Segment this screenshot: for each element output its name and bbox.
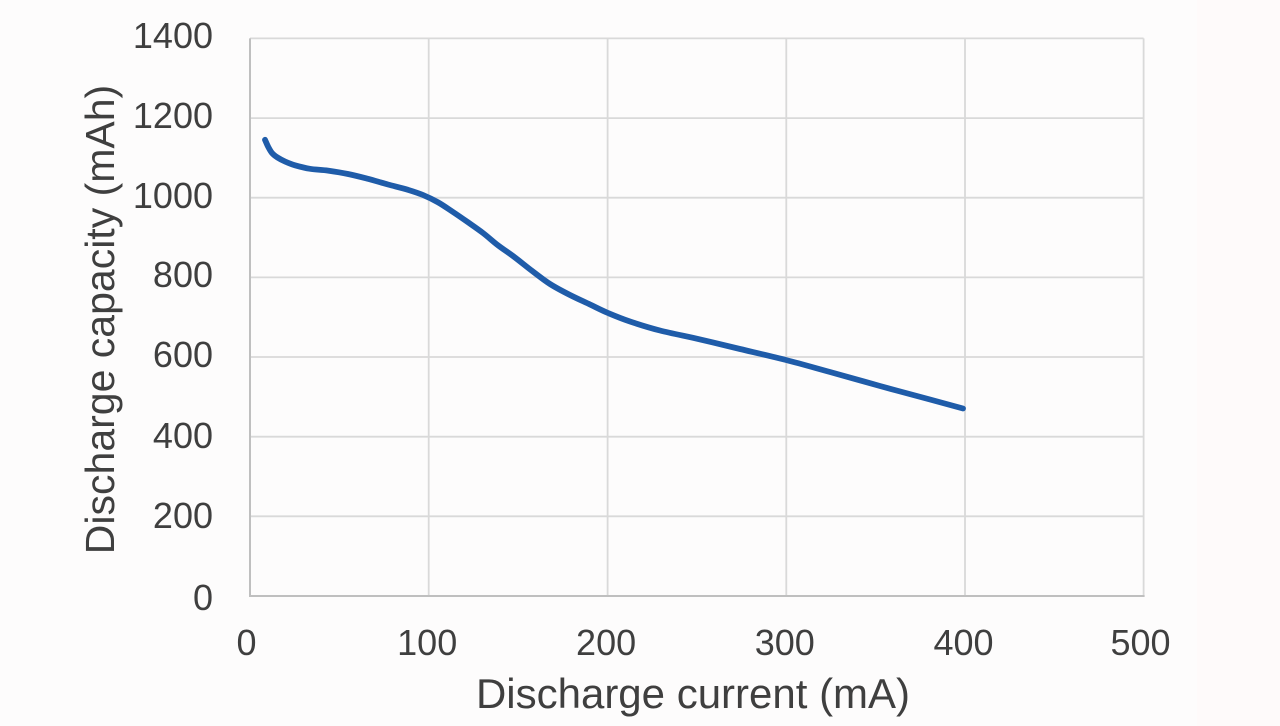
svg-text:100: 100 (397, 622, 457, 663)
svg-text:200: 200 (153, 495, 213, 536)
svg-text:Discharge capacity (mAh): Discharge capacity (mAh) (77, 85, 123, 554)
svg-text:Discharge current (mA): Discharge current (mA) (476, 670, 910, 717)
svg-text:300: 300 (755, 622, 815, 663)
svg-text:400: 400 (933, 622, 993, 663)
svg-text:0: 0 (193, 577, 213, 618)
svg-text:800: 800 (153, 254, 213, 295)
svg-text:0: 0 (236, 622, 256, 663)
svg-text:1200: 1200 (133, 95, 213, 136)
svg-text:500: 500 (1110, 622, 1170, 663)
svg-text:400: 400 (153, 415, 213, 456)
svg-text:600: 600 (153, 334, 213, 375)
svg-text:200: 200 (576, 622, 636, 663)
svg-text:1400: 1400 (133, 15, 213, 56)
svg-text:1000: 1000 (133, 175, 213, 216)
